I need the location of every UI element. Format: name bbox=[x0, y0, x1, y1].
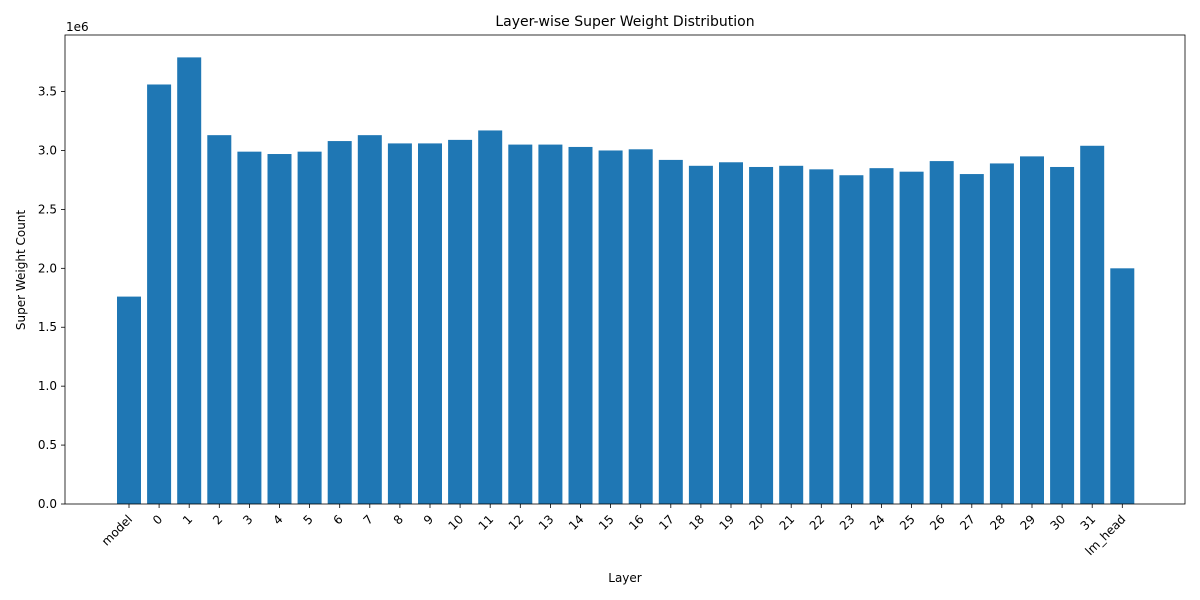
bar-0 bbox=[147, 84, 172, 505]
x-tick-label: 14 bbox=[566, 512, 587, 533]
x-tick-label: 6 bbox=[331, 512, 346, 527]
x-tick-label: 23 bbox=[837, 512, 858, 533]
bar-24 bbox=[869, 168, 894, 504]
x-tick-label: 17 bbox=[656, 512, 677, 533]
x-tick-label: 31 bbox=[1078, 512, 1099, 533]
y-tick-label: 2.0 bbox=[38, 261, 57, 275]
bar-7 bbox=[357, 135, 382, 504]
bar-26 bbox=[929, 161, 954, 504]
bar-8 bbox=[387, 143, 412, 504]
x-tick-label: 25 bbox=[897, 512, 918, 533]
bar-16 bbox=[628, 149, 653, 505]
bar-6 bbox=[327, 141, 352, 504]
bar-12 bbox=[508, 144, 533, 504]
y-axis-label: Super Weight Count bbox=[14, 210, 28, 331]
bar-lm_head bbox=[1110, 268, 1135, 504]
x-tick-label: 4 bbox=[270, 512, 285, 527]
x-tick-label: 21 bbox=[777, 512, 798, 533]
y-axis-ticks: 0.0 0.5 1.0 1.5 2.0 2.5 3.0 3.5 bbox=[38, 85, 65, 511]
bar-30 bbox=[1050, 166, 1075, 505]
x-tick-label: model bbox=[99, 512, 135, 548]
bar-13 bbox=[538, 144, 563, 504]
x-tick-label: 18 bbox=[686, 512, 707, 533]
bar-11 bbox=[478, 130, 503, 504]
x-tick-label: 29 bbox=[1017, 512, 1038, 533]
bars-group bbox=[117, 57, 1135, 505]
bar-31 bbox=[1080, 145, 1105, 504]
y-tick-label: 1.0 bbox=[38, 379, 57, 393]
y-tick-label: 0.5 bbox=[38, 438, 57, 452]
bar-28 bbox=[989, 163, 1014, 504]
bar-10 bbox=[448, 139, 473, 504]
x-tick-label: 11 bbox=[476, 512, 497, 533]
x-tick-label: 8 bbox=[391, 512, 406, 527]
x-tick-label: 7 bbox=[361, 512, 376, 527]
x-tick-label: 15 bbox=[596, 512, 617, 533]
x-tick-label: 3 bbox=[240, 512, 255, 527]
bar-4 bbox=[267, 154, 292, 504]
x-axis-label: Layer bbox=[608, 571, 642, 585]
x-tick-label: 16 bbox=[626, 512, 647, 533]
x-tick-label: 9 bbox=[421, 512, 436, 527]
bar-25 bbox=[899, 171, 924, 504]
bar-27 bbox=[959, 174, 984, 505]
y-tick-label: 2.5 bbox=[38, 202, 57, 216]
x-tick-label: 20 bbox=[747, 512, 768, 533]
x-axis-ticks: model 0 1 2 3 4 5 6 7 8 9 10 11 12 13 14 15 16 17 18 19 20 21 2… bbox=[99, 504, 1128, 558]
x-tick-label: 26 bbox=[927, 512, 948, 533]
x-tick-label: 28 bbox=[987, 512, 1008, 533]
plot-frame bbox=[64, 34, 1186, 505]
bar-3 bbox=[237, 151, 262, 504]
y-tick-label: 0.0 bbox=[38, 497, 57, 511]
bar-23 bbox=[839, 175, 864, 505]
x-tick-label: 19 bbox=[716, 512, 737, 533]
bar-15 bbox=[598, 150, 623, 505]
bar-29 bbox=[1020, 156, 1044, 504]
bar-2 bbox=[207, 135, 232, 504]
bar-1 bbox=[177, 57, 202, 504]
bar-19 bbox=[719, 162, 743, 504]
y-axis-multiplier: 1e6 bbox=[66, 20, 89, 34]
x-tick-label: 1 bbox=[180, 512, 195, 527]
x-tick-label: 12 bbox=[506, 512, 527, 533]
bar-9 bbox=[418, 143, 442, 504]
bar-5 bbox=[297, 151, 322, 504]
bar-18 bbox=[688, 165, 713, 505]
y-tick-label: 1.5 bbox=[38, 320, 57, 334]
x-tick-label: 5 bbox=[300, 512, 315, 527]
bar-17 bbox=[658, 159, 683, 504]
bar-14 bbox=[568, 146, 593, 504]
bar-20 bbox=[749, 166, 774, 505]
bar-21 bbox=[779, 165, 804, 505]
bar-22 bbox=[809, 169, 834, 504]
x-tick-label: 13 bbox=[536, 512, 557, 533]
bar-model bbox=[117, 296, 141, 504]
x-tick-label: 2 bbox=[210, 512, 225, 527]
x-tick-label: 10 bbox=[446, 512, 467, 533]
x-tick-label: 0 bbox=[150, 512, 165, 527]
x-tick-label: 27 bbox=[957, 512, 978, 533]
x-tick-label: 24 bbox=[867, 512, 888, 533]
chart-title: Layer-wise Super Weight Distribution bbox=[495, 14, 754, 30]
x-tick-label: 30 bbox=[1048, 512, 1069, 533]
y-tick-label: 3.0 bbox=[38, 143, 57, 157]
y-tick-label: 3.5 bbox=[38, 85, 57, 99]
x-tick-label: 22 bbox=[807, 512, 828, 533]
